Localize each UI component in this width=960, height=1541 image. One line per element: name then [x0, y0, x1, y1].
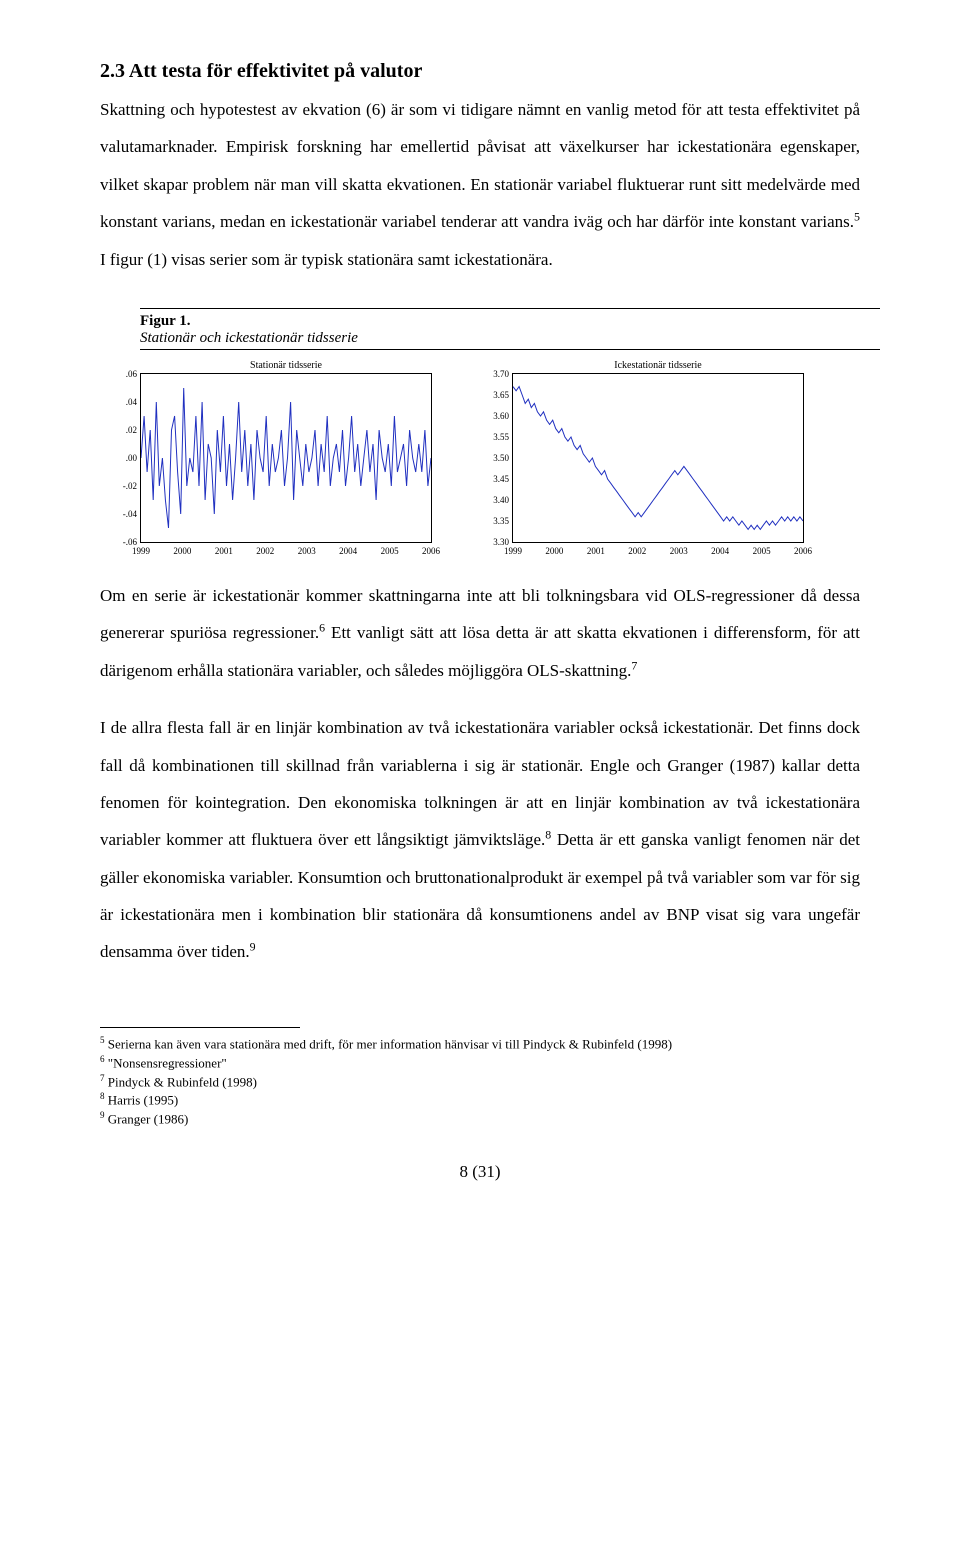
footnote-ref-7: 7 — [631, 658, 637, 672]
figure-label-bold: Figur 1. — [140, 313, 191, 329]
ytick: .00 — [107, 453, 137, 463]
footnote-8: 8 Harris (1995) — [100, 1090, 860, 1109]
chart-right-box: 3.703.653.603.553.503.453.403.353.301999… — [512, 373, 804, 543]
p3-text-b: Detta är ett ganska vanligt fenomen när … — [100, 830, 860, 961]
chart-left-caption: Stationär tidsserie — [250, 360, 322, 371]
p1-text-b: I figur (1) visas serier som är typisk s… — [100, 250, 553, 269]
paragraph-1: Skattning och hypotestest av ekvation (6… — [100, 91, 860, 278]
xtick: 2005 — [753, 546, 771, 556]
xtick: 2000 — [545, 546, 563, 556]
p1-text-a: Skattning och hypotestest av ekvation (6… — [100, 100, 860, 231]
xtick: 2004 — [339, 546, 357, 556]
section-title: Att testa för effektivitet på valutor — [129, 60, 422, 82]
section-number: 2.3 — [100, 60, 125, 82]
fn7-text: Pindyck & Rubinfeld (1998) — [105, 1074, 257, 1089]
xtick: 2001 — [215, 546, 233, 556]
xtick: 2003 — [670, 546, 688, 556]
chart-left-cell: Stationär tidsserie .06.04.02.00-.02-.04… — [140, 360, 432, 543]
ytick: 3.35 — [479, 516, 509, 526]
charts-row: Stationär tidsserie .06.04.02.00-.02-.04… — [140, 356, 880, 543]
chart-right-cell: Ickestationär tidsserie 3.703.653.603.55… — [512, 360, 804, 543]
ytick: 3.65 — [479, 390, 509, 400]
chart-right-caption: Ickestationär tidsserie — [614, 360, 701, 371]
page-number: 8 (31) — [100, 1162, 860, 1182]
ytick: 3.55 — [479, 432, 509, 442]
footnote-rule — [100, 1027, 300, 1028]
xtick: 2003 — [298, 546, 316, 556]
figure-title: Figur 1. Stationär och ickestationär tid… — [140, 313, 880, 347]
page: 2.3 Att testa för effektivitet på valuto… — [0, 0, 960, 1242]
figure-title-rule — [140, 349, 880, 350]
ytick: 3.40 — [479, 495, 509, 505]
fn6-text: "Nonsensregressioner" — [105, 1055, 227, 1070]
footnote-7: 7 Pindyck & Rubinfeld (1998) — [100, 1072, 860, 1091]
xtick: 2002 — [628, 546, 646, 556]
footnote-5: 5 Serierna kan även vara stationära med … — [100, 1034, 860, 1053]
paragraph-3: I de allra flesta fall är en linjär komb… — [100, 709, 860, 971]
footnote-ref-5: 5 — [854, 210, 860, 224]
footnote-9: 9 Granger (1986) — [100, 1109, 860, 1128]
section-heading: 2.3 Att testa för effektivitet på valuto… — [100, 60, 860, 83]
footnote-6: 6 "Nonsensregressioner" — [100, 1053, 860, 1072]
ytick: .02 — [107, 425, 137, 435]
xtick: 1999 — [132, 546, 150, 556]
ytick: .04 — [107, 397, 137, 407]
paragraph-2: Om en serie är ickestationär kommer skat… — [100, 577, 860, 689]
chart-left-box: .06.04.02.00-.02-.04-.061999200020012002… — [140, 373, 432, 543]
xtick: 1999 — [504, 546, 522, 556]
xtick: 2000 — [173, 546, 191, 556]
ytick: 3.50 — [479, 453, 509, 463]
footnote-ref-9: 9 — [250, 940, 256, 954]
xtick: 2001 — [587, 546, 605, 556]
xtick: 2004 — [711, 546, 729, 556]
xtick: 2002 — [256, 546, 274, 556]
fn9-text: Granger (1986) — [105, 1112, 189, 1127]
ytick: 3.45 — [479, 474, 509, 484]
fn5-text: Serierna kan även vara stationära med dr… — [105, 1036, 673, 1051]
ytick: -.02 — [107, 481, 137, 491]
figure-label-italic: Stationär och ickestationär tidsserie — [140, 330, 358, 346]
ytick: 3.60 — [479, 411, 509, 421]
xtick: 2006 — [794, 546, 812, 556]
ytick: 3.70 — [479, 369, 509, 379]
ytick: .06 — [107, 369, 137, 379]
fn8-text: Harris (1995) — [105, 1093, 179, 1108]
xtick: 2006 — [422, 546, 440, 556]
xtick: 2005 — [381, 546, 399, 556]
figure-1: Figur 1. Stationär och ickestationär tid… — [140, 308, 880, 543]
ytick: -.04 — [107, 509, 137, 519]
